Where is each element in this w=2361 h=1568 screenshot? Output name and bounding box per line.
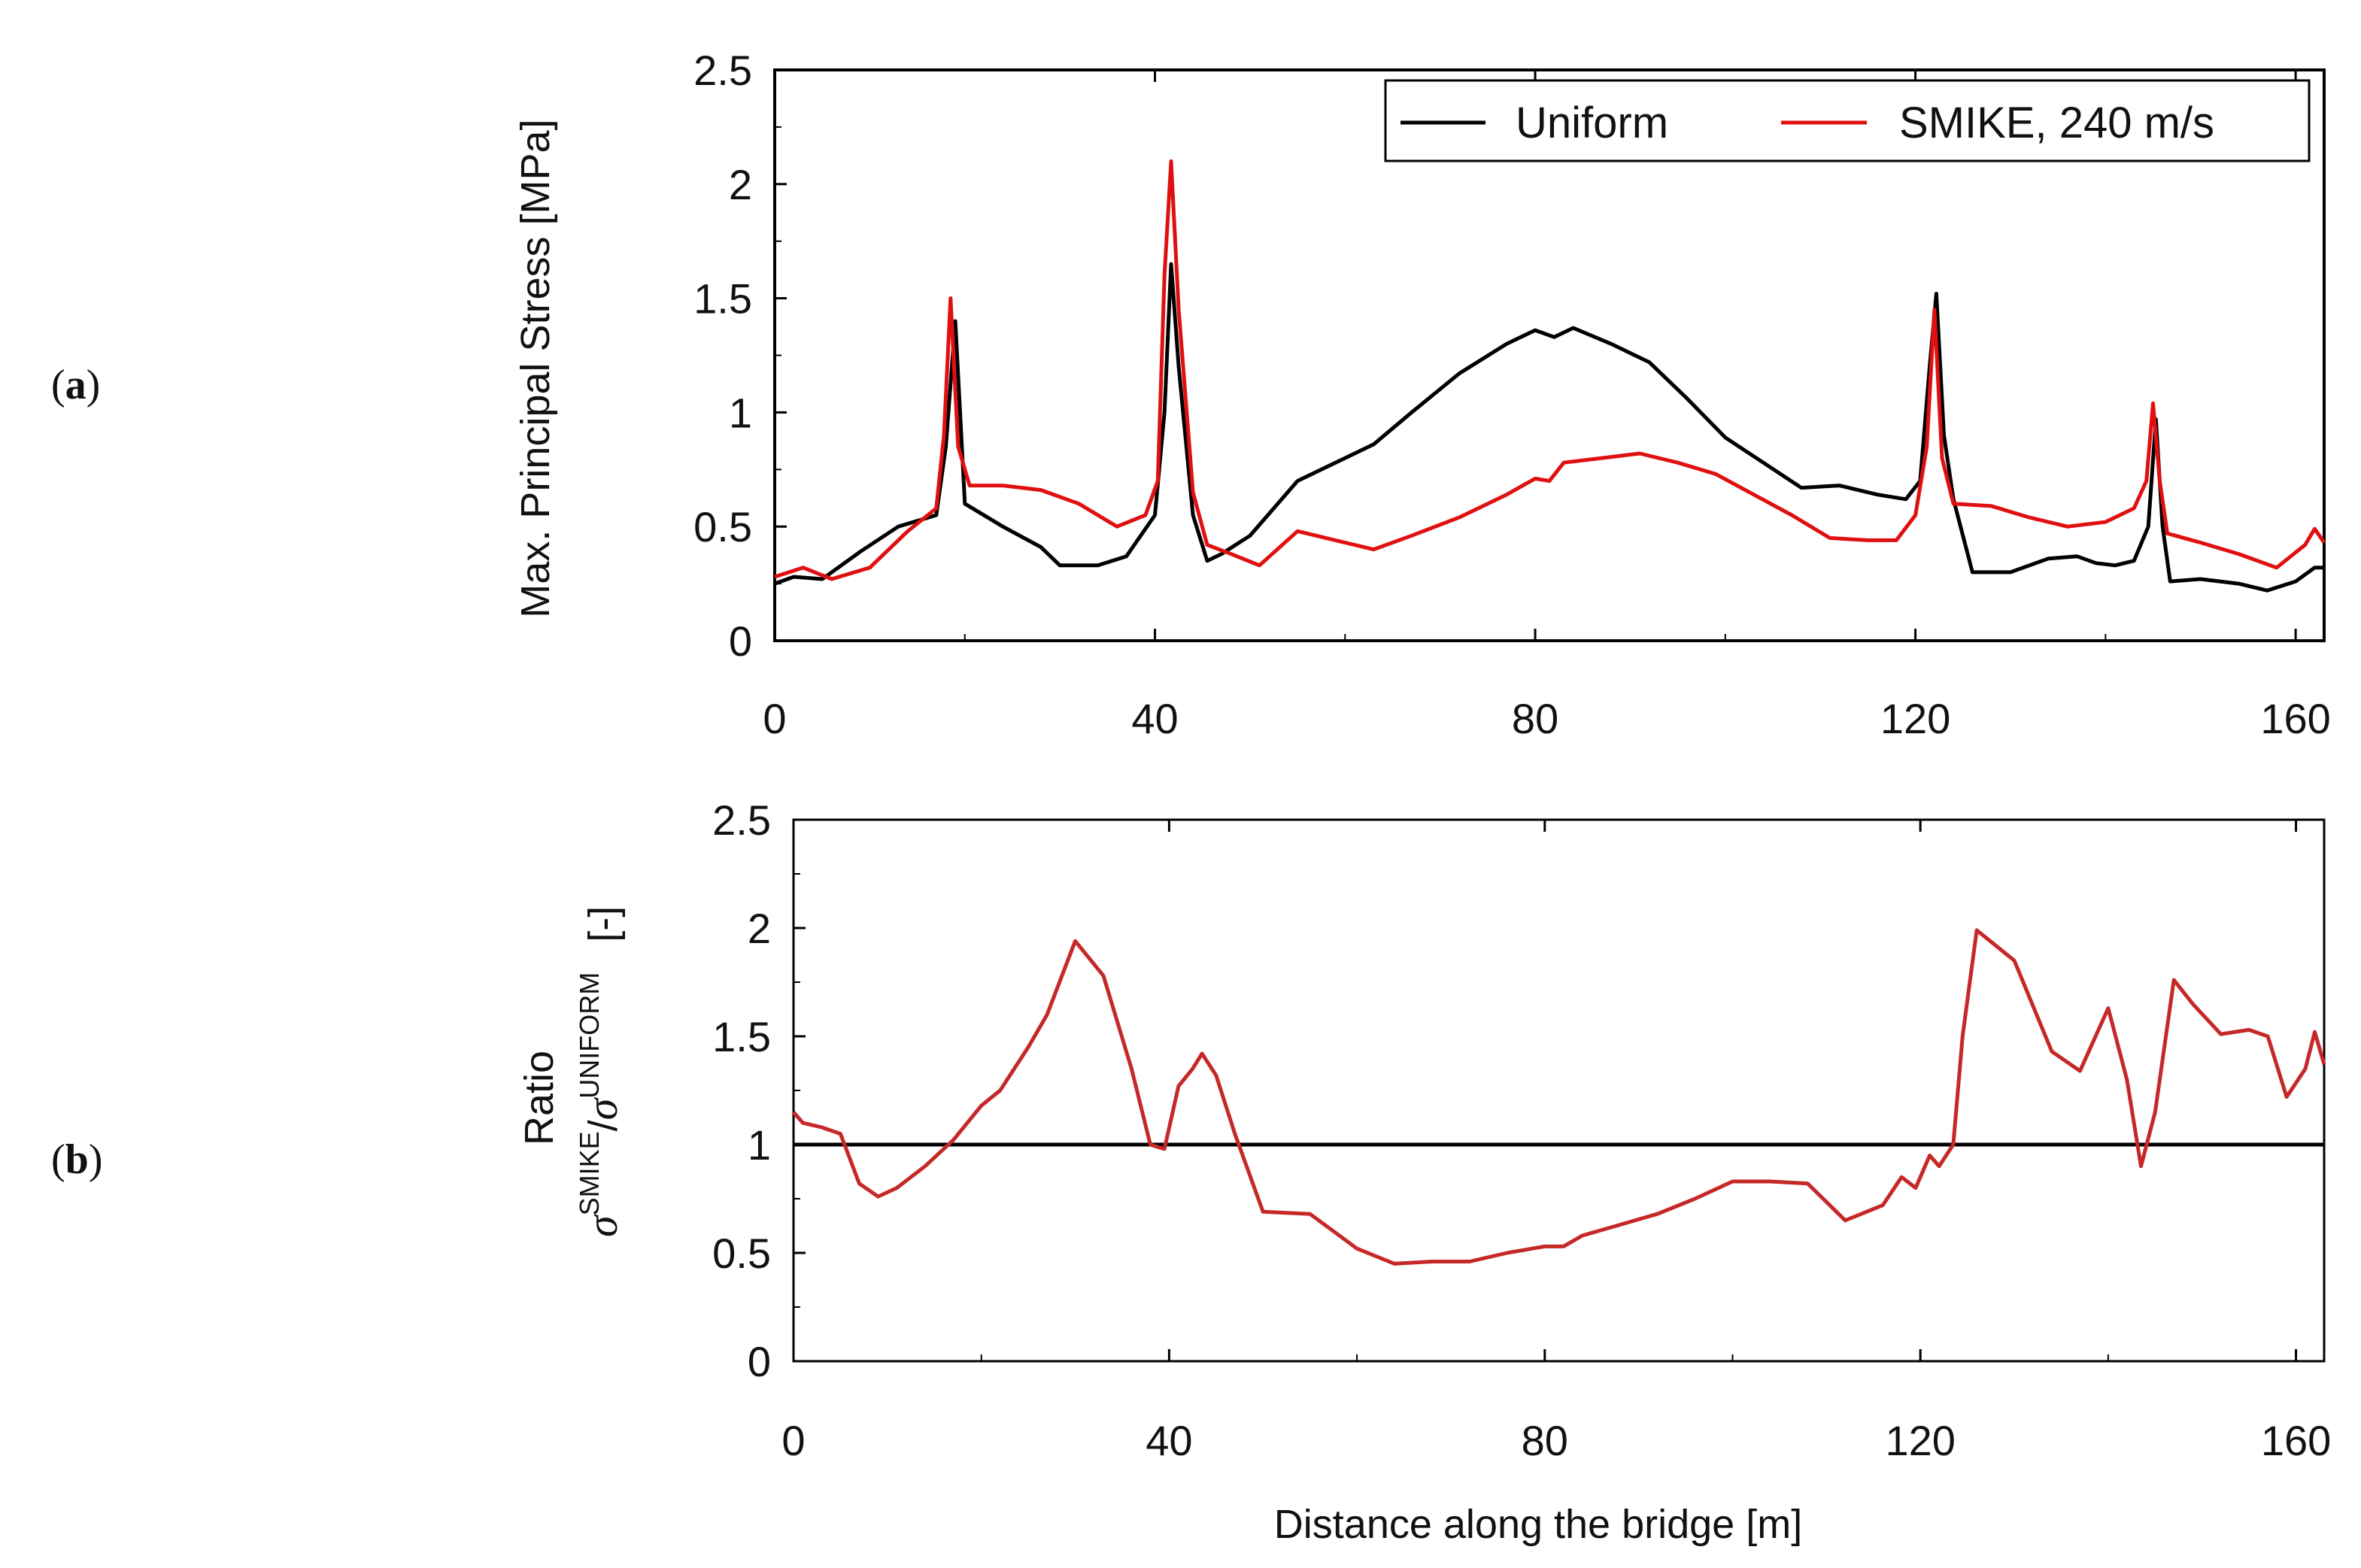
y-axis-title-a: Max. Principal Stress [MPa]: [513, 119, 558, 617]
series-line-smike: [774, 159, 2326, 581]
chart-panel-a: 0 0.5 1 1.5 2 2.5 0 40 80 120 160 Max. Principal …: [513, 47, 2331, 742]
y-axis-title-b: Ratio: [517, 1051, 562, 1145]
y-tick-label: 1: [729, 389, 752, 436]
x-tick-label: 120: [1880, 695, 1950, 742]
y-tick-label: 2.5: [693, 47, 752, 94]
y-tick-label: 0.5: [712, 1230, 771, 1277]
x-tick-label: 40: [1131, 695, 1178, 742]
x-tick-label: 80: [1522, 1417, 1568, 1464]
x-tick-label: 0: [781, 1417, 805, 1464]
x-tick-label: 0: [763, 695, 786, 742]
x-tick-label: 80: [1512, 695, 1558, 742]
x-ticks-a: 0 40 80 120 160: [763, 70, 2331, 742]
legend-label-smike: SMIKE, 240 m/s: [1899, 99, 2214, 147]
x-axis-title-b: Distance along the bridge [m]: [1274, 1502, 1802, 1547]
panel-b-label: (b): [51, 1136, 102, 1183]
x-tick-label: 160: [2260, 695, 2330, 742]
y-tick-label: 2: [748, 905, 771, 952]
y-tick-label: 2: [729, 161, 752, 208]
y-tick-label: 0.5: [693, 503, 752, 550]
x-tick-label: 160: [2261, 1417, 2331, 1464]
y-ticks-a: 0 0.5 1 1.5 2 2.5: [693, 47, 787, 665]
y-tick-label: 1: [748, 1121, 771, 1169]
x-ticks-b: 0 40 80 120 160: [781, 820, 2331, 1464]
y-axis-subtitle-b: σSMIKE/σUNIFORM[-]: [574, 906, 627, 1237]
y-tick-label: 0: [729, 617, 752, 665]
legend-label-uniform: Uniform: [1516, 99, 1668, 147]
y-tick-label: 1.5: [712, 1013, 771, 1060]
panel-a-label: (a): [51, 362, 100, 408]
series-line-uniform: [774, 262, 2324, 593]
series-line-ratio: [792, 928, 2326, 1266]
x-tick-label: 40: [1146, 1417, 1192, 1464]
y-tick-label: 0: [748, 1338, 771, 1385]
legend: Uniform SMIKE, 240 m/s: [1384, 79, 2311, 162]
x-tick-label: 120: [1885, 1417, 1955, 1464]
y-tick-label: 1.5: [693, 275, 752, 323]
chart-panel-b: 0 0.5 1 1.5 2 2.5 0 40 80 120 160 Ratio σSMIKE/σU…: [517, 796, 2331, 1547]
y-tick-label: 2.5: [712, 796, 771, 844]
y-ticks-b: 0 0.5 1 1.5 2 2.5: [712, 796, 806, 1385]
